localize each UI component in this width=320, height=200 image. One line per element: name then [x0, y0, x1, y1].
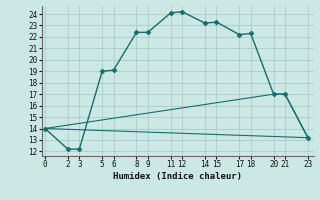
X-axis label: Humidex (Indice chaleur): Humidex (Indice chaleur): [113, 172, 242, 181]
